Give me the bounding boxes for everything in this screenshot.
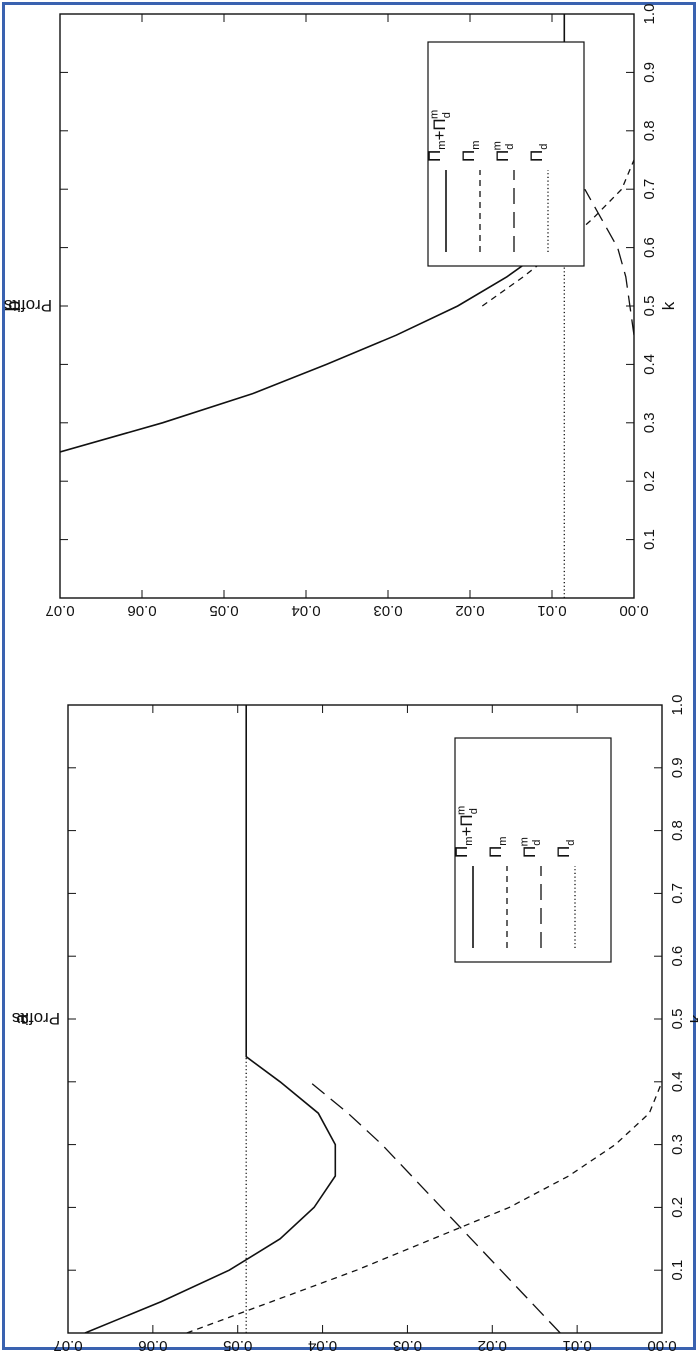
y-tick-label: 0.02 [455,602,484,619]
y-tick-label: 0.04 [291,602,320,619]
y-axis-label: Profits [12,1009,60,1028]
legend-box [454,737,612,963]
y-tick-label: 0.07 [53,1337,82,1352]
x-tick-label: 0.6 [669,946,686,967]
x-tick-label: 0.9 [641,62,658,83]
series-line-1 [584,188,634,336]
legend-label: Πm [486,837,509,858]
legend-label: Πdm [518,837,543,858]
legend-label: Πm+Πdm [425,110,453,162]
x-tick-label: 0.8 [669,820,686,841]
x-tick-label: 0.1 [669,1260,686,1281]
y-tick-label: 0.05 [209,602,238,619]
x-tick-label: 0.4 [641,354,658,375]
y-tick-label: 0.00 [619,602,648,619]
x-axis-label: k [687,1014,698,1023]
y-tick-label: 0.01 [537,602,566,619]
x-tick-label: 0.2 [641,471,658,492]
x-tick-label: 0.4 [669,1071,686,1092]
series-group [84,705,662,1333]
x-tick-label: 0.5 [641,296,658,317]
y-tick-label: 0.07 [45,602,74,619]
y-tick-label: 0.06 [127,602,156,619]
x-tick-label: 1.0 [669,695,686,716]
x-tick-label: 0.3 [669,1134,686,1155]
legend-box [427,41,585,267]
series-line-3 [84,705,337,1333]
y-tick-label: 0.00 [647,1337,676,1352]
x-tick-label: 0.2 [669,1197,686,1218]
x-tick-label: 0.7 [669,883,686,904]
y-tick-label: 0.03 [393,1337,422,1352]
x-tick-label: 0.1 [641,529,658,550]
x-axis-label: k [659,301,678,310]
y-tick-label: 0.02 [478,1337,507,1352]
panel-label: b [3,300,25,311]
x-tick-label: 0.6 [641,237,658,258]
y-axis-label: Profits [4,296,52,315]
legend-label: Πm [459,141,482,162]
y-tick-label: 0.05 [223,1337,252,1352]
legend-label: Πm+Πdm [452,806,480,858]
x-tick-label: 0.5 [669,1009,686,1030]
x-tick-label: 0.3 [641,412,658,433]
y-tick-label: 0.03 [373,602,402,619]
legend-label: Πd [554,840,577,858]
panel-label: a [11,1013,33,1025]
x-tick-label: 0.8 [641,120,658,141]
legend-label: Πdm [491,141,516,162]
series-line-1 [309,1081,561,1333]
y-tick-label: 0.06 [138,1337,167,1352]
x-tick-label: 1.0 [641,4,658,25]
y-tick-label: 0.01 [563,1337,592,1352]
y-tick-label: 0.04 [308,1337,337,1352]
x-tick-label: 0.9 [669,757,686,778]
x-tick-label: 0.7 [641,179,658,200]
panel-b: 0.00 0.01 0.02 0.03 0.04 0.05 0.06 0.07 0.1 0.2 0.… [3,4,678,619]
panel-a: 0.00 0.01 0.02 0.03 0.04 0.05 0.06 0.07 0.1 0.2 0.… [11,695,698,1352]
legend-label: Πd [527,144,550,162]
series-line-2 [481,159,634,307]
series-line-2 [186,1081,662,1333]
